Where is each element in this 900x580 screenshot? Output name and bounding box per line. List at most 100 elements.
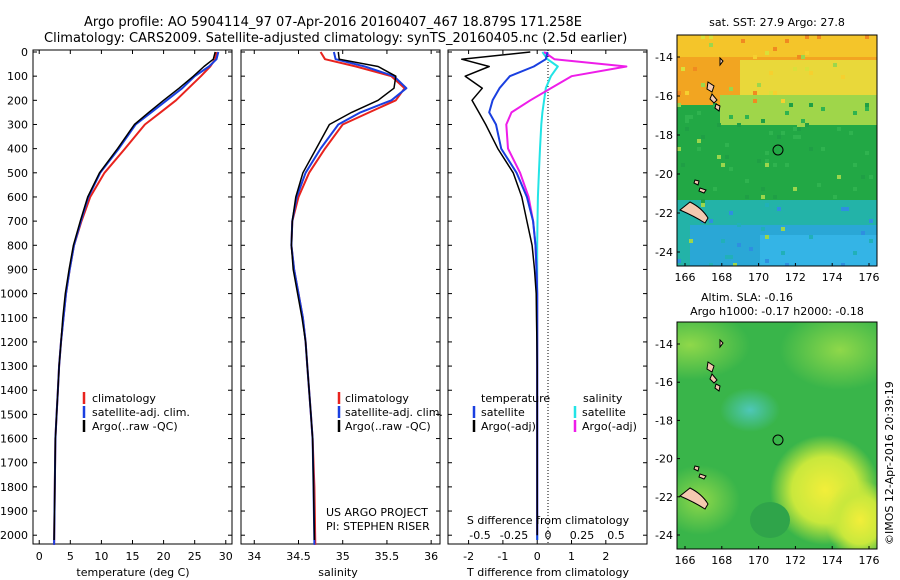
legend-label-satellite: satellite-adj. clim. — [345, 406, 443, 419]
sst-pixel — [793, 127, 797, 131]
sst-pixel — [769, 131, 773, 135]
sst-pixel — [785, 111, 789, 115]
x-tick-label: 5 — [67, 550, 74, 563]
sst-pixel — [845, 207, 849, 211]
sst-pixel — [865, 107, 869, 111]
sst-pixel — [781, 251, 785, 255]
sst-pixel — [761, 119, 765, 123]
depth-tick-label: 400 — [7, 143, 28, 156]
x-tick-label: 35 — [336, 550, 350, 563]
sst-pixel — [853, 251, 857, 255]
x-tick-label: 1 — [568, 550, 575, 563]
x-tick-label-top: -0.25 — [500, 529, 528, 542]
sst-pixel — [693, 67, 697, 71]
sst-pixel — [773, 195, 777, 199]
sst-pixel — [793, 187, 797, 191]
series-line — [290, 51, 408, 545]
temperature-xlabel: temperature (deg C) — [76, 566, 189, 579]
sst-pixel — [729, 211, 733, 215]
depth-tick-label: 700 — [7, 215, 28, 228]
sst-pixel — [841, 263, 845, 266]
sst-pixel — [757, 83, 761, 87]
depth-tick-label: 1500 — [0, 408, 28, 421]
map-lat-label: -16 — [655, 90, 673, 103]
imos-stamp: ©IMOS 12-Apr-2016 20:39:19 — [883, 381, 896, 545]
x-tick-label: 2 — [602, 550, 609, 563]
sst-pixel — [681, 163, 685, 167]
sst-pixel — [781, 227, 785, 231]
sst-pixel — [781, 99, 785, 103]
map-lon-label: 168 — [711, 271, 732, 284]
sst-pixel — [681, 67, 685, 71]
sst-pixel — [821, 107, 825, 111]
sst-pixel — [721, 239, 725, 243]
sst-pixel — [761, 195, 765, 199]
sst-pixel — [685, 91, 689, 95]
sst-pixel — [837, 175, 841, 179]
map-lon-label: 172 — [785, 271, 806, 284]
map-lat-label: -24 — [655, 529, 673, 542]
x-tick-label-top: 0 — [545, 529, 552, 542]
depth-tick-label: 0 — [21, 46, 28, 59]
x-tick-label: 25 — [188, 550, 202, 563]
sla-map-title2: Argo h1000: -0.17 h2000: -0.18 — [690, 305, 864, 318]
sst-pixel — [761, 187, 765, 191]
legend-label-argo: Argo(..raw -QC) — [92, 420, 178, 433]
sst-pixel — [753, 91, 757, 95]
map-lon-label: 170 — [748, 271, 769, 284]
sst-pixel — [809, 103, 813, 107]
sst-pixel — [865, 151, 869, 155]
sst-pixel — [701, 35, 705, 39]
sst-pixel — [785, 39, 789, 43]
sst-pixel — [817, 35, 821, 39]
sst-pixel — [745, 195, 749, 199]
map-lon-label: 166 — [675, 554, 696, 567]
map-lon-label: 174 — [822, 271, 843, 284]
sst-pixel — [765, 235, 769, 239]
series-line — [53, 51, 220, 545]
sst-pixel — [773, 47, 777, 51]
sst-pixel — [869, 219, 873, 223]
sst-pixel — [717, 155, 721, 159]
sst-pixel — [717, 123, 721, 127]
depth-tick-label: 100 — [7, 70, 28, 83]
series-line — [290, 51, 397, 541]
map-lat-label: -18 — [655, 129, 673, 142]
sst-pixel — [785, 263, 789, 266]
map-lon-label: 168 — [711, 554, 732, 567]
map-lat-label: -18 — [655, 414, 673, 427]
sst-pixel — [777, 135, 781, 139]
temperature-panel-frame — [32, 49, 233, 545]
legend-label-satellite: satellite-adj. clim. — [92, 406, 190, 419]
sst-pixel — [801, 55, 805, 59]
sst-pixel — [801, 123, 805, 127]
x-tick-label-top: 0.5 — [607, 529, 625, 542]
sst-pixel — [677, 103, 681, 107]
x-tick-label: 36 — [424, 550, 438, 563]
sst-pixel — [737, 123, 741, 127]
sst-pixel — [689, 115, 693, 119]
sst-pixel — [861, 231, 865, 235]
legend-label-sal-satellite: satellite — [582, 406, 626, 419]
sla-map — [677, 322, 877, 549]
sst-pixel — [865, 35, 869, 39]
argo-location-marker — [772, 434, 784, 446]
sst-pixel — [797, 127, 801, 131]
sla-map-frame — [676, 321, 878, 550]
depth-axis: 0 100 200 300 400 500 600 700 800 900 1000 1100 1200… — [0, 46, 647, 542]
sst-pixel — [753, 99, 757, 103]
sst-pixel — [805, 35, 809, 39]
x-tick-label: 35.5 — [375, 550, 400, 563]
sst-pixel — [769, 91, 773, 95]
sst-pixel — [677, 259, 681, 263]
depth-tick-label: 300 — [7, 118, 28, 131]
x-tick-label: 34 — [247, 550, 261, 563]
x-tick-label: 0 — [534, 550, 541, 563]
depth-tick-label: 600 — [7, 191, 28, 204]
sst-pixel — [865, 103, 869, 107]
sst-pixel — [733, 263, 737, 266]
map-lat-label: -16 — [655, 376, 673, 389]
sst-pixel — [869, 239, 873, 243]
sst-pixel — [805, 67, 809, 71]
depth-tick-label: 1300 — [0, 360, 28, 373]
